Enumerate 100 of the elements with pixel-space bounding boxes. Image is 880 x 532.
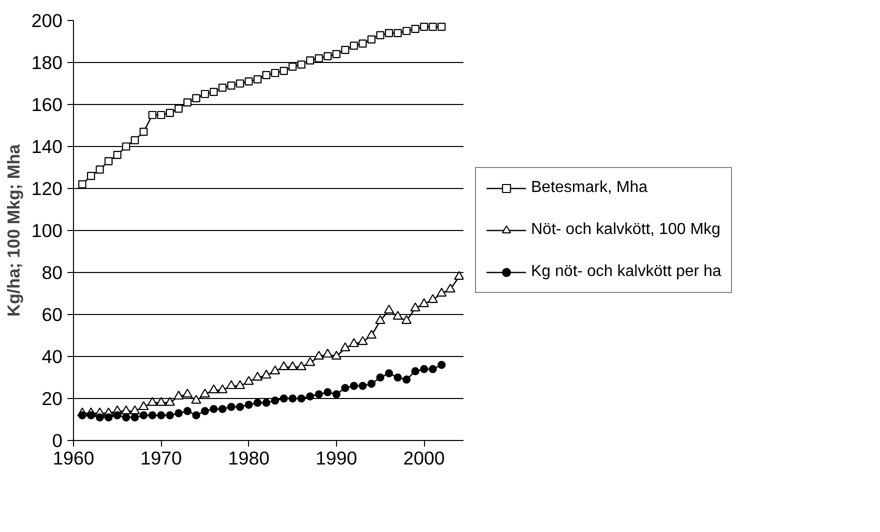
y-tick-label: 180 — [31, 52, 63, 73]
point — [148, 411, 156, 420]
point — [192, 411, 200, 420]
point — [227, 402, 236, 411]
point — [130, 405, 140, 414]
point — [401, 315, 412, 324]
point — [314, 350, 324, 360]
y-tick-label: 120 — [31, 178, 63, 199]
point — [147, 396, 158, 406]
point — [261, 370, 272, 379]
point — [164, 396, 175, 406]
point — [218, 84, 227, 92]
point — [411, 367, 420, 376]
point — [376, 373, 384, 382]
point — [341, 384, 350, 392]
point — [252, 372, 263, 381]
point — [445, 284, 456, 292]
point — [384, 29, 394, 38]
point — [411, 24, 420, 33]
point — [350, 382, 358, 390]
point — [227, 82, 236, 90]
point — [253, 398, 262, 407]
point — [234, 380, 246, 390]
point — [157, 411, 166, 420]
point — [122, 413, 130, 422]
point — [130, 136, 139, 144]
x-tick-label: 1970 — [140, 448, 182, 468]
point — [244, 400, 253, 409]
point — [428, 22, 437, 31]
point — [174, 409, 183, 418]
point — [200, 407, 210, 416]
point — [314, 54, 323, 62]
point — [236, 79, 244, 88]
point — [192, 94, 200, 102]
point — [428, 365, 437, 374]
point — [174, 104, 183, 113]
point — [438, 360, 446, 369]
point — [148, 110, 156, 120]
point — [96, 413, 104, 422]
point — [367, 380, 376, 388]
point — [121, 405, 132, 414]
point — [104, 157, 113, 166]
point — [86, 172, 96, 180]
y-tick-label: 80 — [42, 262, 63, 283]
point — [384, 369, 394, 378]
point — [262, 71, 270, 80]
point — [166, 411, 174, 420]
point — [86, 411, 96, 420]
point — [358, 336, 368, 345]
point — [428, 294, 438, 303]
point — [217, 384, 228, 394]
point — [262, 398, 270, 407]
point — [314, 390, 323, 398]
point — [392, 310, 403, 320]
point — [297, 394, 306, 403]
point — [324, 388, 332, 396]
point — [208, 384, 219, 394]
point — [332, 390, 340, 398]
y-axis-title: Kg/ha; 100 Mkg; Mha — [3, 144, 24, 317]
point — [348, 338, 359, 348]
y-tick-label: 40 — [42, 346, 63, 367]
point — [200, 388, 210, 398]
point — [157, 110, 166, 120]
point — [218, 404, 227, 414]
point — [419, 298, 430, 308]
x-tick-label: 1980 — [228, 448, 270, 468]
point — [253, 75, 262, 84]
point — [210, 404, 218, 414]
point — [278, 361, 289, 370]
point — [140, 128, 148, 136]
point — [270, 365, 280, 374]
y-tick-label: 60 — [42, 304, 63, 325]
point — [366, 330, 377, 339]
point — [341, 46, 350, 54]
point — [454, 270, 464, 280]
point — [296, 361, 306, 370]
point — [288, 361, 298, 370]
point — [376, 31, 384, 40]
legend-label: Kg nöt- och kalvkött per ha — [531, 262, 722, 282]
x-tick-label: 1990 — [316, 448, 358, 468]
point — [78, 180, 86, 188]
point — [375, 315, 386, 324]
y-tick-label: 200 — [31, 10, 63, 31]
point — [280, 66, 288, 75]
y-tick-label: 20 — [42, 388, 63, 409]
point — [96, 166, 104, 174]
point — [122, 142, 130, 151]
point — [331, 350, 342, 360]
point — [297, 60, 306, 69]
point — [183, 407, 192, 416]
point — [438, 22, 446, 31]
point — [436, 288, 447, 297]
point — [226, 380, 236, 390]
point — [340, 342, 350, 352]
point — [384, 304, 394, 314]
point — [288, 394, 297, 403]
point — [78, 411, 86, 420]
point — [113, 150, 122, 159]
legend-label: Betesmark, Mha — [531, 178, 648, 198]
point — [244, 77, 253, 86]
